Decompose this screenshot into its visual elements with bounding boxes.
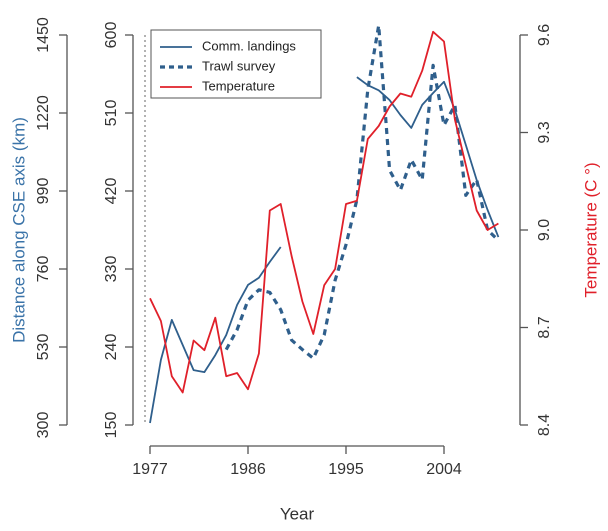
y-tick-label: 760: [35, 256, 52, 283]
y-tick-label: 530: [35, 334, 52, 361]
y2-axis-title: Temperature (C °): [581, 162, 600, 297]
legend: Comm. landings Trawl survey Temperature: [150, 29, 322, 99]
y3-tick-label: 240: [103, 334, 120, 361]
y2-tick-label: 9.3: [536, 121, 553, 143]
legend-box: [150, 29, 322, 99]
y-tick-label: 1450: [35, 17, 52, 53]
y-tick-label: 990: [35, 178, 52, 205]
legend-label: Trawl survey: [202, 58, 276, 73]
y3-tick-label: 330: [103, 256, 120, 283]
x-tick-label: 1986: [230, 461, 266, 478]
y3-tick-label: 150: [103, 412, 120, 439]
series-line: [149, 76, 500, 424]
y3-tick-label: 600: [103, 22, 120, 49]
x-tick-label: 1995: [328, 461, 364, 478]
legend-label: Temperature: [202, 78, 275, 93]
y3-tick-label: 420: [103, 178, 120, 205]
y2-tick-label: 8.4: [536, 414, 553, 436]
series-line: [149, 30, 499, 394]
y2-tick-label: 9.6: [536, 24, 553, 46]
y2-tick-label: 8.7: [536, 316, 553, 338]
x-tick-label: 1977: [132, 461, 168, 478]
x-tick-label: 2004: [426, 461, 462, 478]
y-tick-label: 300: [35, 412, 52, 439]
y-axis-title: Distance along CSE axis (km): [9, 117, 28, 343]
y-tick-label: 1220: [35, 95, 52, 131]
x-axis-title: Year: [280, 504, 315, 523]
y2-tick-label: 9.0: [536, 219, 553, 241]
legend-label: Comm. landings: [202, 38, 296, 53]
y3-tick-label: 510: [103, 100, 120, 127]
